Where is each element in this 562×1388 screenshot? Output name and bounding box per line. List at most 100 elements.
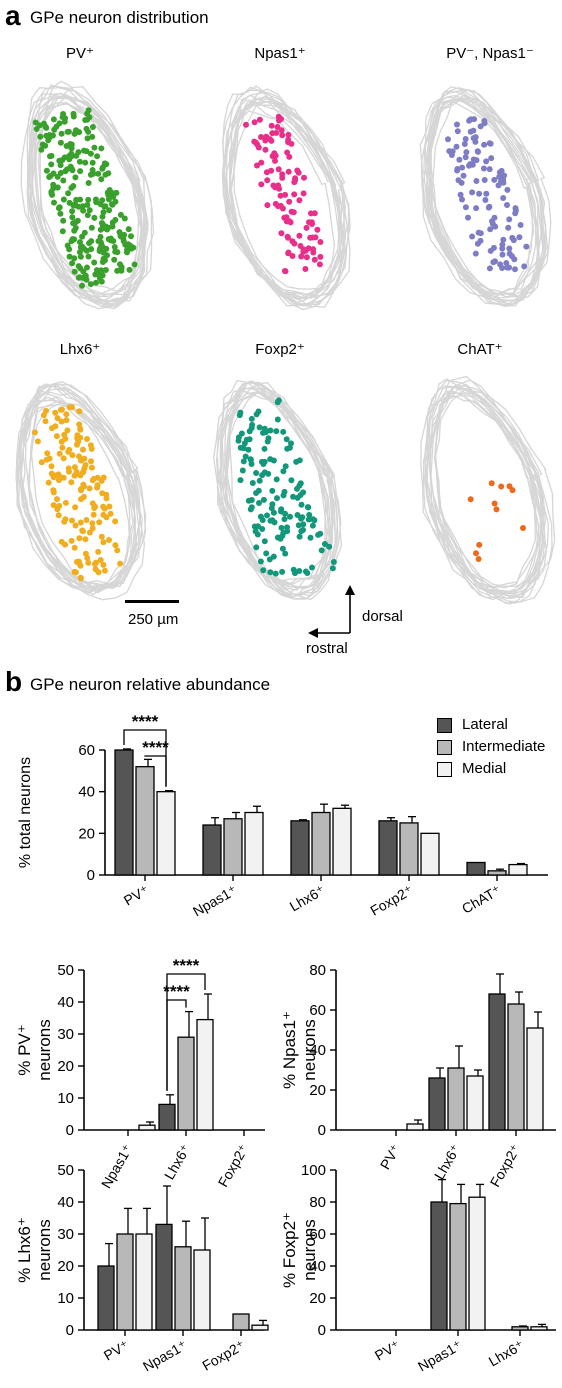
significance-label: **** <box>132 712 159 731</box>
neuron-dot <box>237 444 244 451</box>
neuron-dot <box>98 176 105 183</box>
gpe-outline <box>216 379 332 600</box>
scale-bar-label: 250 µm <box>128 611 179 628</box>
neuron-dot <box>109 201 116 208</box>
neuron-dot <box>465 214 471 221</box>
gpe-outline <box>429 375 539 595</box>
neuron-dot <box>77 239 83 246</box>
x-tick-label: ChAT⁺ <box>459 882 503 917</box>
neuron-dot <box>85 128 92 135</box>
gpe-outline <box>21 403 143 588</box>
neuron-dot <box>83 247 90 254</box>
neuron-dot <box>50 502 57 509</box>
neuron-dot <box>95 170 102 177</box>
significance-line <box>166 973 206 1091</box>
neuron-dot <box>125 226 132 233</box>
neuron-dot <box>500 236 507 243</box>
neuron-dot <box>285 250 292 257</box>
neuron-dot <box>306 511 313 518</box>
neuron-dot <box>86 207 93 214</box>
neuron-dot <box>88 464 95 471</box>
neuron-dot <box>71 202 78 209</box>
y-tick-label: 30 <box>57 1226 74 1243</box>
map-title-lhx6: Lhx6⁺ <box>59 341 101 358</box>
neuron-dot <box>265 435 272 442</box>
neuron-dot <box>263 169 270 176</box>
neuron-dot <box>100 539 107 546</box>
neuron-dot <box>84 135 91 142</box>
neuron-dot <box>50 489 57 496</box>
neuron-dot <box>483 190 490 197</box>
neuron-dot <box>101 567 108 574</box>
neuron-dot <box>65 465 72 472</box>
neuron-dot <box>260 461 267 467</box>
neuron-dot <box>475 556 482 562</box>
neuron-dot <box>98 278 105 285</box>
neuron-dot <box>248 504 255 511</box>
bar <box>399 822 419 876</box>
neuron-dot <box>470 135 477 142</box>
neuron-dot <box>491 176 498 183</box>
neuron-dot <box>285 131 292 138</box>
neuron-dot <box>469 189 476 196</box>
bar <box>97 1265 115 1331</box>
neuron-dot <box>114 547 121 554</box>
neuron-dot <box>83 517 90 523</box>
neuron-dot <box>521 263 528 270</box>
map-title-npas1: Npas1⁺ <box>254 45 306 62</box>
neuron-dot <box>80 207 87 214</box>
neuron-dot <box>287 513 293 520</box>
bar <box>406 1123 424 1131</box>
neuron-dot <box>491 214 498 221</box>
y-axis-label: % PV⁺ <box>15 1024 34 1076</box>
neuron-dot <box>98 533 105 540</box>
y-tick-label: 50 <box>57 962 74 979</box>
neuron-dot <box>63 143 70 149</box>
neuron-dot <box>84 212 91 219</box>
neuron-dot <box>506 250 513 257</box>
gpe-outline <box>26 103 146 296</box>
neuron-dot <box>253 470 260 476</box>
neuron-dot <box>496 169 503 176</box>
neuron-dot <box>473 205 480 212</box>
neuron-dot <box>309 564 315 571</box>
neuron-dot <box>314 226 321 233</box>
neuron-dot <box>282 510 288 517</box>
gpe-outline <box>222 85 351 306</box>
gpe-outline <box>424 94 539 303</box>
bar <box>530 1326 548 1331</box>
neuron-dot <box>288 477 295 484</box>
neuron-dot <box>45 137 52 144</box>
neuron-dot <box>510 237 517 244</box>
neuron-dot <box>82 117 89 123</box>
neuron-dot <box>504 202 510 208</box>
neuron-dot <box>477 123 484 130</box>
neuron-dot <box>509 487 516 494</box>
neuron-dot <box>268 137 275 144</box>
y-tick-label: 60 <box>309 1002 326 1019</box>
neuron-dot <box>469 233 476 240</box>
neuron-dot <box>47 173 54 179</box>
neuron-dot <box>87 150 94 157</box>
neuron-dot <box>89 477 96 484</box>
neuron-dot <box>76 408 83 415</box>
neuron-dot <box>260 567 267 574</box>
neuron-dot <box>107 510 114 517</box>
neuron-dot <box>490 259 497 266</box>
neuron-dot <box>52 409 59 416</box>
neuron-dot <box>83 276 90 283</box>
neuron-dot <box>57 139 64 146</box>
y-tick-label: 40 <box>309 1042 326 1059</box>
neuron-dot <box>303 254 310 261</box>
neuron-dot <box>87 281 94 288</box>
neuron-dot <box>82 550 89 557</box>
neuron-dot <box>54 173 61 180</box>
neuron-dot <box>457 191 464 198</box>
neuron-dot <box>472 250 479 257</box>
neuron-dot <box>448 152 455 158</box>
gpe-outline <box>424 380 540 600</box>
neuron-dot <box>282 191 289 198</box>
neuron-dot <box>76 421 83 428</box>
neuron-dot <box>470 127 477 134</box>
